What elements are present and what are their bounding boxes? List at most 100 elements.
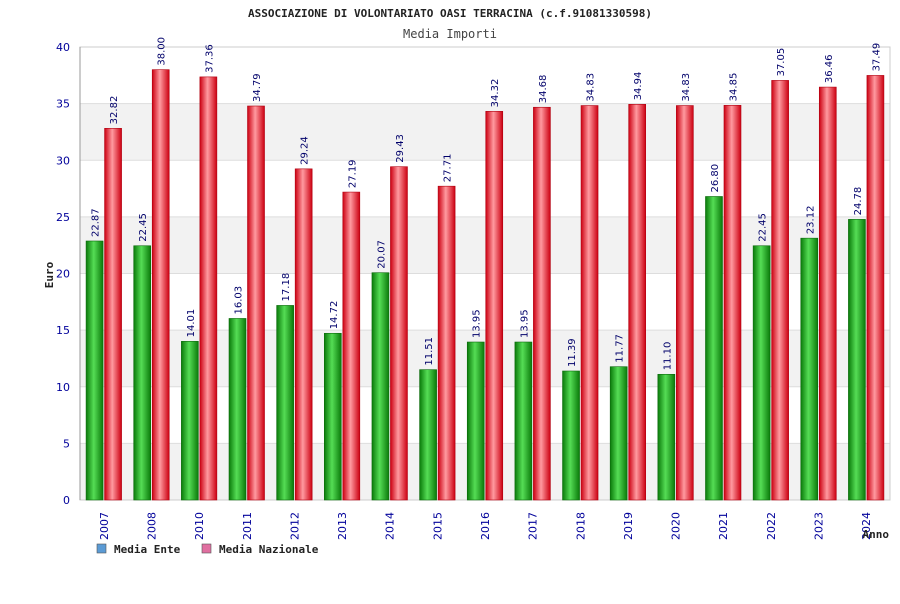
bar-media-nazionale — [199, 76, 218, 501]
data-label-media-ente: 14.01 — [186, 309, 197, 338]
legend-label: Media Nazionale — [219, 543, 319, 556]
x-tick-label: 2016 — [479, 512, 492, 540]
data-label-media-nazionale: 34.79 — [252, 73, 263, 102]
bar-media-ente — [466, 341, 485, 501]
x-tick-label: 2007 — [98, 512, 111, 540]
data-label-media-ente: 13.95 — [472, 309, 483, 338]
data-label-media-nazionale: 27.71 — [443, 154, 454, 183]
data-label-media-ente: 14.72 — [329, 301, 340, 330]
data-label-media-nazionale: 34.94 — [633, 72, 644, 101]
bar-media-ente — [609, 366, 628, 501]
data-label-media-ente: 17.18 — [281, 273, 292, 302]
bar-media-nazionale — [580, 105, 599, 501]
bar-media-ente — [705, 196, 723, 501]
bar-media-ente — [276, 305, 294, 501]
chart-title: ASSOCIAZIONE DI VOLONTARIATO OASI TERRAC… — [248, 7, 652, 20]
x-tick-label: 2019 — [622, 512, 635, 540]
legend-label: Media Ente — [114, 543, 181, 556]
bar-media-ente — [848, 219, 866, 501]
x-tick-label: 2021 — [717, 512, 730, 540]
bar-media-ente — [133, 245, 152, 501]
bar-media-nazionale — [533, 106, 551, 501]
legend-swatch — [201, 543, 212, 554]
data-label-media-ente: 16.03 — [234, 286, 245, 315]
bar-media-ente — [85, 240, 104, 501]
data-label-media-ente: 23.12 — [805, 206, 816, 235]
x-axis: 2007 2008 2010 2011 2012 2013 2014 2015 2016 2017… — [98, 512, 873, 540]
data-label-media-nazionale: 34.68 — [538, 75, 549, 104]
y-tick-label: 35 — [56, 98, 70, 111]
bar-media-nazionale — [390, 166, 408, 501]
bar-media-nazionale — [866, 75, 885, 501]
bar-media-nazionale — [342, 191, 361, 501]
bar-media-nazionale — [151, 69, 170, 501]
data-label-media-nazionale: 34.32 — [490, 79, 501, 108]
bar-media-ente — [752, 245, 771, 501]
y-tick-label: 0 — [63, 494, 70, 507]
bar-media-ente — [514, 341, 533, 501]
data-label-media-ente: 20.07 — [376, 240, 387, 269]
x-axis-label: Anno — [863, 528, 890, 541]
bar-media-ente — [419, 369, 437, 501]
bar-media-nazionale — [771, 80, 789, 501]
data-label-media-nazionale: 34.83 — [586, 73, 597, 102]
bar-media-ente — [181, 341, 199, 501]
data-label-media-nazionale: 36.46 — [824, 54, 835, 83]
y-tick-label: 20 — [56, 268, 70, 281]
y-tick-label: 10 — [56, 381, 70, 394]
y-tick-label: 25 — [56, 211, 70, 224]
data-label-media-ente: 22.45 — [138, 213, 149, 242]
x-tick-label: 2012 — [288, 512, 301, 540]
legend-item: Media Nazionale — [201, 543, 319, 556]
bar-media-nazionale — [723, 105, 742, 501]
bar-media-nazionale — [437, 185, 456, 501]
data-label-media-nazionale: 29.24 — [300, 136, 311, 165]
data-label-media-ente: 24.78 — [853, 187, 864, 216]
bar-media-nazionale — [485, 111, 504, 501]
x-tick-label: 2017 — [527, 512, 540, 540]
bar-media-nazionale — [676, 105, 694, 501]
y-tick-label: 40 — [56, 41, 70, 54]
data-label-media-ente: 11.39 — [567, 338, 578, 367]
y-axis: 0 5 10 15 20 25 30 35 40 — [56, 41, 81, 507]
data-label-media-nazionale: 37.36 — [204, 44, 215, 73]
data-label-media-nazionale: 37.05 — [776, 48, 787, 77]
x-tick-label: 2022 — [765, 512, 778, 540]
bars — [85, 69, 885, 501]
bar-media-ente — [800, 237, 819, 501]
bar-media-nazionale — [818, 86, 837, 501]
data-label-media-ente: 11.10 — [662, 342, 673, 371]
y-tick-label: 5 — [63, 437, 70, 450]
x-tick-label: 2008 — [145, 512, 158, 540]
bar-labels: 22.87 32.82 22.45 38.00 14.01 37.36 16.03 34.79… — [91, 37, 883, 370]
bar-media-nazionale — [104, 128, 122, 501]
x-tick-label: 2023 — [813, 512, 826, 540]
legend-swatch — [96, 543, 107, 554]
bar-media-ente — [324, 332, 342, 501]
bar-media-ente — [562, 370, 580, 501]
data-label-media-ente: 22.87 — [91, 208, 102, 237]
data-label-media-ente: 26.80 — [710, 164, 721, 193]
data-label-media-nazionale: 32.82 — [109, 96, 120, 125]
x-tick-label: 2015 — [431, 512, 444, 540]
x-tick-label: 2014 — [384, 512, 397, 540]
data-label-media-ente: 13.95 — [519, 309, 530, 338]
y-tick-label: 15 — [56, 324, 70, 337]
x-tick-label: 2018 — [574, 512, 587, 540]
x-tick-label: 2013 — [336, 512, 349, 540]
bar-media-nazionale — [247, 105, 265, 501]
chart-subtitle: Media Importi — [403, 27, 497, 41]
data-label-media-nazionale: 27.19 — [347, 159, 358, 188]
data-label-media-nazionale: 34.85 — [728, 73, 739, 102]
data-label-media-nazionale: 38.00 — [157, 37, 168, 66]
data-label-media-ente: 11.77 — [615, 334, 626, 363]
data-label-media-nazionale: 37.49 — [871, 43, 882, 72]
legend: Media Ente Media Nazionale — [96, 543, 319, 556]
data-label-media-ente: 22.45 — [758, 213, 769, 242]
bar-media-nazionale — [628, 104, 646, 501]
x-tick-label: 2024 — [860, 512, 873, 540]
data-label-media-ente: 11.51 — [424, 337, 435, 366]
bar-media-ente — [371, 272, 390, 501]
